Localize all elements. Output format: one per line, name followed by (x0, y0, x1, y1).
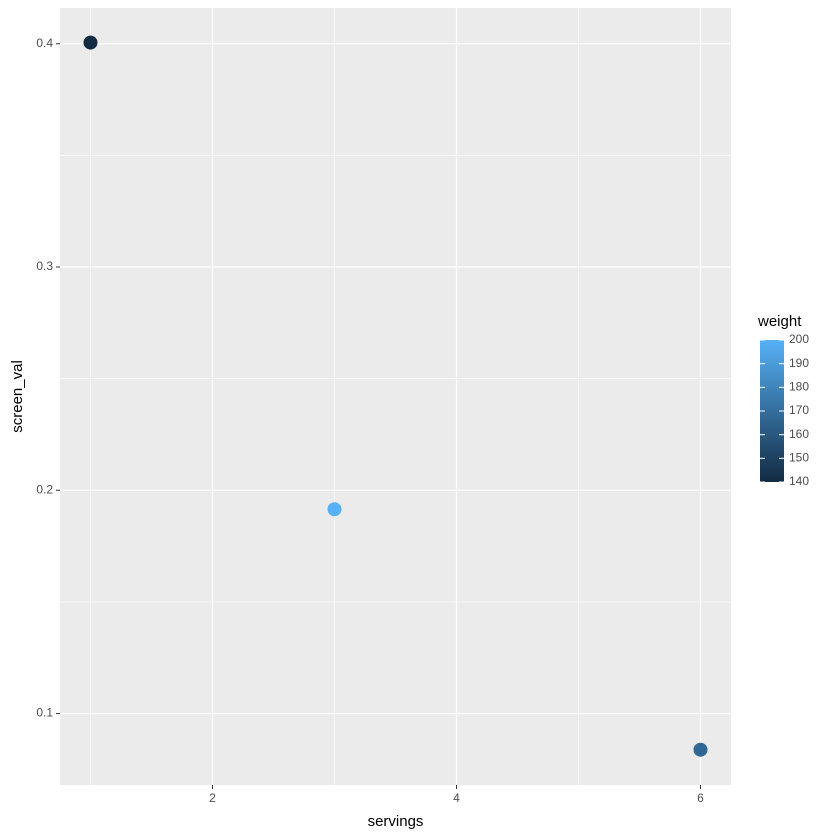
y-axis-title: screen_val (9, 360, 26, 433)
legend-label: 150 (789, 451, 809, 465)
y-tick-label: 0.3 (36, 259, 53, 273)
points (83, 35, 708, 757)
x-tick-label: 4 (453, 791, 460, 805)
legend-title: weight (757, 313, 802, 330)
legend-label: 160 (789, 427, 809, 441)
legend-label: 190 (789, 356, 809, 370)
panel (60, 8, 731, 785)
legend-label: 170 (789, 403, 809, 417)
point (693, 742, 708, 757)
x-tick-label: 6 (697, 791, 704, 805)
y-tick-label: 0.2 (36, 482, 53, 496)
legend-label: 140 (789, 474, 809, 488)
point (83, 35, 98, 50)
x-tick-label: 2 (209, 791, 216, 805)
y-tick-label: 0.1 (36, 706, 53, 720)
y-tick-label: 0.4 (36, 36, 53, 50)
x-axis-title: servings (368, 813, 424, 830)
point (327, 502, 342, 517)
grid (60, 8, 731, 785)
legend-label: 200 (789, 332, 809, 346)
legend-label: 180 (789, 380, 809, 394)
